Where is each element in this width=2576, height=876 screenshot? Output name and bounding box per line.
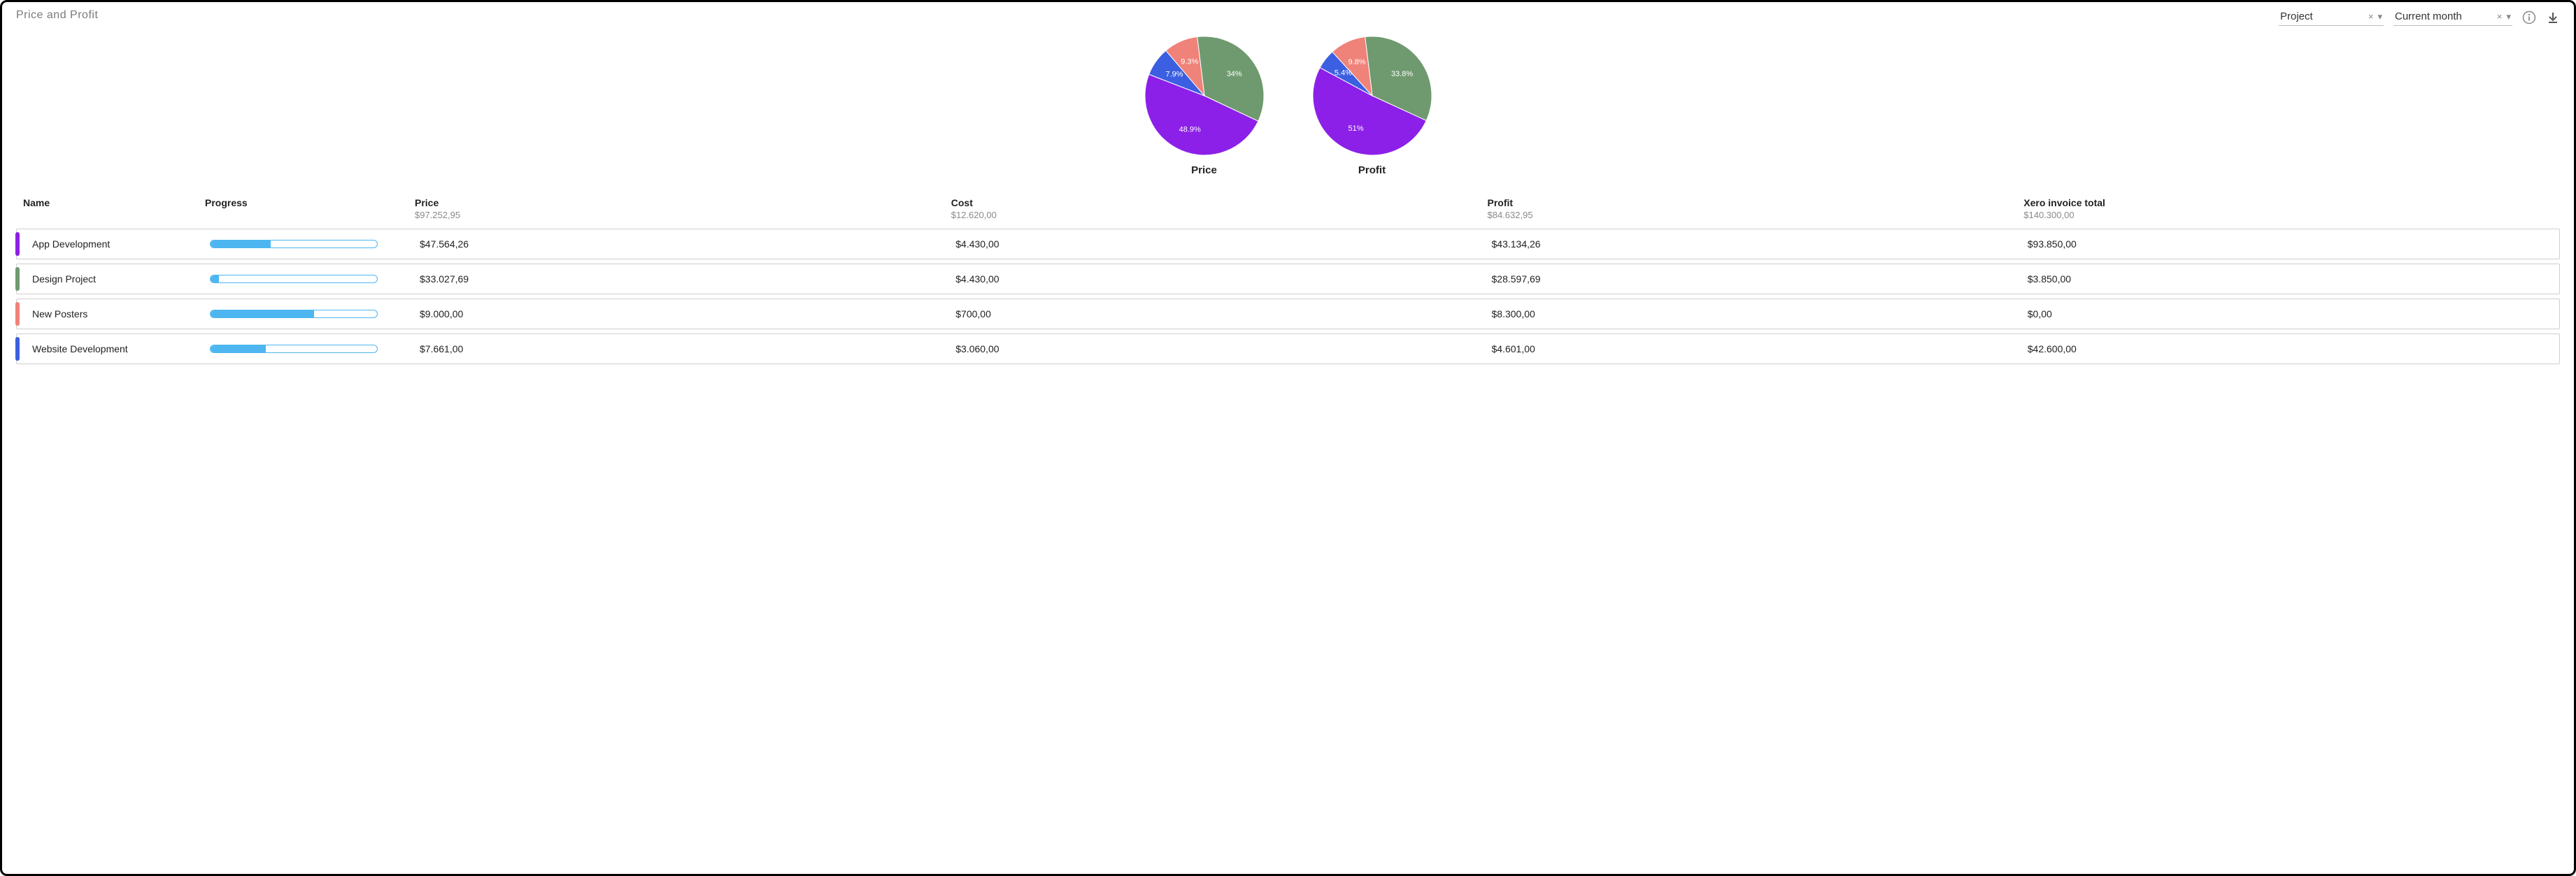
- table-header: NameProgressPrice $97.252,95Cost $12.620,0…: [16, 190, 2560, 224]
- cell-cost: $4.430,00: [951, 238, 1487, 250]
- filter-period[interactable]: Current month × ▾: [2393, 9, 2512, 26]
- cell-xero: $3.850,00: [2023, 273, 2559, 285]
- clear-icon[interactable]: ×: [2368, 11, 2374, 22]
- cell-cost: $700,00: [951, 308, 1487, 319]
- panel-title: Price and Profit: [16, 9, 98, 22]
- chart-title: Price: [1191, 164, 1217, 176]
- data-table: NameProgressPrice $97.252,95Cost $12.620,0…: [16, 190, 2560, 364]
- progress-bar: [210, 310, 378, 318]
- table-row[interactable]: New Posters $9.000,00$700,00$8.300,00$0,0…: [16, 299, 2560, 329]
- pie-slice-label: 7.9%: [1165, 70, 1183, 78]
- pie-slice-label: 51%: [1348, 124, 1363, 133]
- pie-slice-label: 48.9%: [1179, 125, 1200, 134]
- cell-profit: $8.300,00: [1488, 308, 2023, 319]
- cell-name: Design Project: [24, 273, 206, 285]
- column-header-name[interactable]: Name: [23, 197, 205, 220]
- column-label: Name: [23, 197, 205, 208]
- info-icon[interactable]: [2522, 10, 2536, 24]
- filter-period-value: Current month: [2395, 10, 2493, 22]
- cell-name: New Posters: [24, 308, 206, 319]
- cell-progress: [206, 310, 415, 318]
- table-row[interactable]: Website Development $7.661,00$3.060,00$4.…: [16, 333, 2560, 364]
- cell-xero: $42.600,00: [2023, 343, 2559, 354]
- column-header-xero[interactable]: Xero invoice total $140.300,00: [2023, 197, 2560, 220]
- progress-fill: [211, 240, 271, 247]
- column-label: Cost: [951, 197, 1488, 208]
- cell-name: Website Development: [24, 343, 206, 354]
- pie-slice-label: 33.8%: [1390, 70, 1412, 78]
- column-subtotal: $12.620,00: [951, 210, 1488, 220]
- column-subtotal: $84.632,95: [1488, 210, 2024, 220]
- cell-cost: $3.060,00: [951, 343, 1487, 354]
- column-label: Progress: [205, 197, 415, 208]
- column-label: Xero invoice total: [2023, 197, 2560, 208]
- cell-progress: [206, 240, 415, 248]
- charts-row: 34% 48.9% 7.9% 9.3% Price 33.8% 51% 5.4% 9.8% Pro…: [16, 33, 2560, 176]
- column-header-profit[interactable]: Profit $84.632,95: [1488, 197, 2024, 220]
- cell-price: $7.661,00: [415, 343, 951, 354]
- table-body: App Development$47.564,26$4.430,00$43.13…: [16, 229, 2560, 364]
- column-label: Price: [415, 197, 951, 208]
- cell-xero: $93.850,00: [2023, 238, 2559, 250]
- cell-price: $47.564,26: [415, 238, 951, 250]
- column-header-progress[interactable]: Progress: [205, 197, 415, 220]
- pie-slice-label: 34%: [1226, 70, 1241, 78]
- cell-profit: $28.597,69: [1488, 273, 2023, 285]
- chart-profit: 33.8% 51% 5.4% 9.8% Profit: [1309, 33, 1435, 176]
- progress-fill: [211, 345, 266, 352]
- pie-slice-label: 9.8%: [1348, 58, 1365, 66]
- row-color-mark: [15, 267, 20, 291]
- price-profit-panel: Price and Profit Project × ▾ Current mon…: [0, 0, 2576, 876]
- cell-cost: $4.430,00: [951, 273, 1487, 285]
- column-header-price[interactable]: Price $97.252,95: [415, 197, 951, 220]
- chart-title: Profit: [1358, 164, 1386, 176]
- header-controls: Project × ▾ Current month × ▾: [2279, 9, 2560, 26]
- column-header-cost[interactable]: Cost $12.620,00: [951, 197, 1488, 220]
- pie-chart-profit: 33.8% 51% 5.4% 9.8%: [1309, 33, 1435, 159]
- column-subtotal: $97.252,95: [415, 210, 951, 220]
- filter-groupby-value: Project: [2280, 10, 2364, 22]
- column-subtotal: $140.300,00: [2023, 210, 2560, 220]
- pie-slice-label: 5.4%: [1334, 69, 1351, 77]
- column-label: Profit: [1488, 197, 2024, 208]
- progress-bar: [210, 240, 378, 248]
- cell-progress: [206, 275, 415, 283]
- cell-profit: $4.601,00: [1488, 343, 2023, 354]
- pie-slice-label: 9.3%: [1181, 58, 1198, 66]
- progress-bar: [210, 275, 378, 283]
- cell-profit: $43.134,26: [1488, 238, 2023, 250]
- cell-name: App Development: [24, 238, 206, 250]
- chevron-down-icon[interactable]: ▾: [2506, 11, 2511, 22]
- progress-bar: [210, 345, 378, 353]
- pie-chart-price: 34% 48.9% 7.9% 9.3%: [1141, 33, 1267, 159]
- panel-header: Price and Profit Project × ▾ Current mon…: [16, 9, 2560, 26]
- cell-price: $33.027,69: [415, 273, 951, 285]
- table-row[interactable]: App Development $47.564,26$4.430,00$43.13…: [16, 229, 2560, 259]
- cell-price: $9.000,00: [415, 308, 951, 319]
- row-color-mark: [15, 232, 20, 256]
- cell-progress: [206, 345, 415, 353]
- table-row[interactable]: Design Project $33.027,69$4.430,00$28.597…: [16, 264, 2560, 294]
- download-icon[interactable]: [2546, 10, 2560, 24]
- row-color-mark: [15, 302, 20, 326]
- filter-groupby[interactable]: Project × ▾: [2279, 9, 2384, 26]
- cell-xero: $0,00: [2023, 308, 2559, 319]
- chart-price: 34% 48.9% 7.9% 9.3% Price: [1141, 33, 1267, 176]
- chevron-down-icon[interactable]: ▾: [2377, 11, 2382, 22]
- clear-icon[interactable]: ×: [2497, 11, 2503, 22]
- row-color-mark: [15, 337, 20, 361]
- progress-fill: [211, 275, 219, 282]
- progress-fill: [211, 310, 314, 317]
